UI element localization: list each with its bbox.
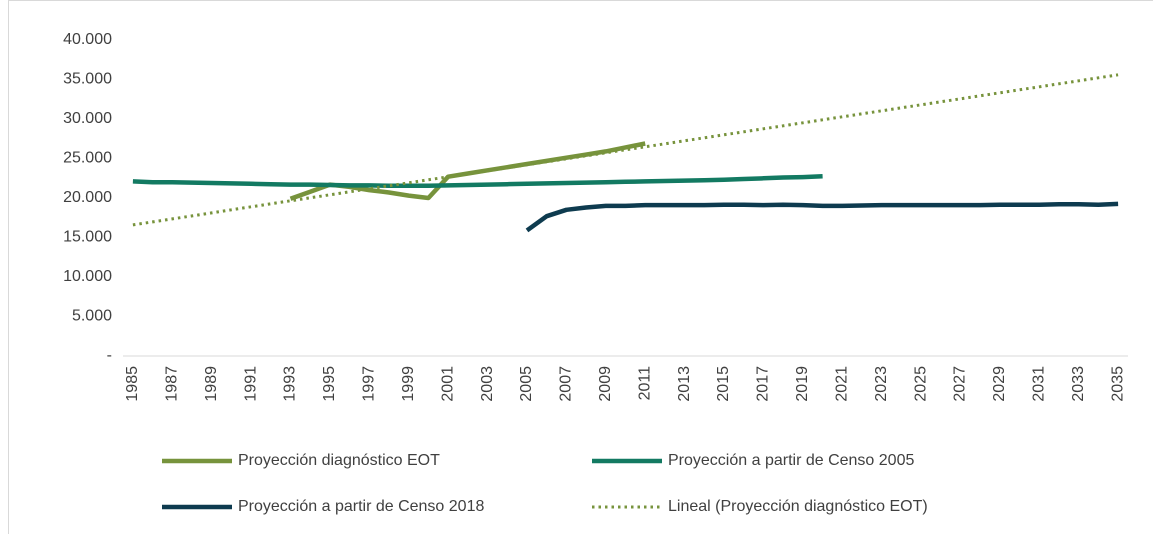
y-tick-label: 10.000 [63, 268, 112, 285]
x-tick-label: 1987 [163, 366, 180, 402]
legend-label: Lineal (Proyección diagnóstico EOT) [668, 498, 928, 515]
x-tick-label: 2021 [833, 366, 850, 402]
x-tick-label: 2031 [1031, 366, 1048, 402]
y-tick-label: 40.000 [63, 31, 112, 48]
series-line [132, 174, 823, 189]
y-tick-label: 15.000 [63, 229, 112, 246]
x-tick-label: 2029 [991, 366, 1008, 402]
legend-label: Proyección diagnóstico EOT [238, 452, 440, 469]
y-tick-label: 30.000 [63, 110, 112, 127]
y-tick-label: - [107, 347, 112, 364]
x-tick-label: 2011 [636, 366, 653, 401]
x-tick-label: 2033 [1070, 366, 1087, 402]
y-tick-label: 20.000 [63, 189, 112, 206]
x-tick-label: 2015 [715, 366, 732, 402]
x-tick-label: 2027 [952, 366, 969, 402]
x-tick-label: 2025 [912, 366, 929, 402]
x-tick-label: 2009 [597, 366, 614, 402]
x-tick-label: 2013 [676, 366, 693, 402]
x-tick-label: 2017 [755, 366, 772, 402]
x-tick-label: 1985 [124, 366, 141, 402]
x-tick-label: 1989 [203, 366, 220, 402]
series-line [525, 201, 1119, 233]
series-line [289, 141, 646, 201]
x-tick-label: 2007 [558, 366, 575, 402]
x-tick-label: 2035 [1109, 366, 1126, 402]
x-tick-label: 1997 [361, 366, 378, 402]
x-tick-label: 2003 [479, 366, 496, 402]
x-tick-label: 1993 [282, 366, 299, 402]
legend-label: Proyección a partir de Censo 2005 [668, 452, 914, 469]
x-tick-label: 1995 [321, 366, 338, 402]
y-tick-label: 5.000 [72, 308, 112, 325]
y-tick-label: 35.000 [63, 71, 112, 88]
legend-label: Proyección a partir de Censo 2018 [238, 498, 484, 515]
x-tick-label: 2005 [518, 366, 535, 402]
x-tick-label: 2001 [439, 366, 456, 402]
x-tick-label: 1991 [242, 366, 259, 402]
y-tick-label: 25.000 [63, 150, 112, 167]
series-line [132, 73, 1119, 227]
x-tick-label: 2019 [794, 366, 811, 402]
x-tick-label: 1999 [400, 366, 417, 402]
chart-frame [8, 0, 1153, 534]
x-tick-label: 2023 [873, 366, 890, 402]
